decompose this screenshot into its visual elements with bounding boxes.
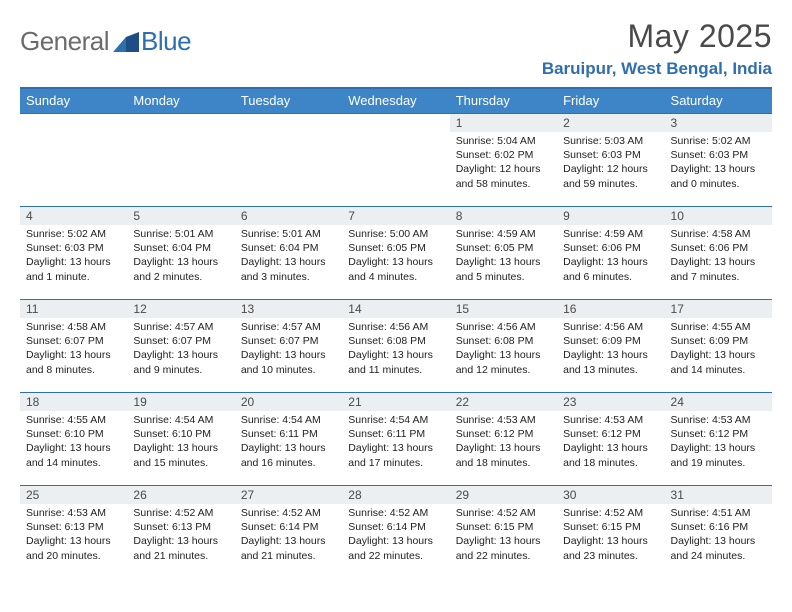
day-number: 10 bbox=[665, 206, 772, 225]
day-detail: Sunrise: 5:00 AMSunset: 6:05 PMDaylight:… bbox=[342, 225, 449, 288]
day-detail: Sunrise: 4:59 AMSunset: 6:06 PMDaylight:… bbox=[557, 225, 664, 288]
day-number: 3 bbox=[665, 113, 772, 132]
day-number: 22 bbox=[450, 392, 557, 411]
brand-part1: General bbox=[20, 26, 109, 57]
day-detail: Sunrise: 4:52 AMSunset: 6:15 PMDaylight:… bbox=[450, 504, 557, 567]
location-label: Baruipur, West Bengal, India bbox=[542, 59, 772, 79]
day-detail: Sunrise: 5:03 AMSunset: 6:03 PMDaylight:… bbox=[557, 132, 664, 195]
day-detail: Sunrise: 4:54 AMSunset: 6:10 PMDaylight:… bbox=[127, 411, 234, 474]
day-number: 31 bbox=[665, 485, 772, 504]
day-detail: Sunrise: 5:01 AMSunset: 6:04 PMDaylight:… bbox=[235, 225, 342, 288]
brand-logo: General Blue bbox=[20, 18, 191, 57]
day-number: 12 bbox=[127, 299, 234, 318]
day-number: 29 bbox=[450, 485, 557, 504]
day-number: 5 bbox=[127, 206, 234, 225]
day-detail: Sunrise: 4:51 AMSunset: 6:16 PMDaylight:… bbox=[665, 504, 772, 567]
brand-mark-icon bbox=[113, 32, 139, 52]
day-detail: Sunrise: 4:54 AMSunset: 6:11 PMDaylight:… bbox=[342, 411, 449, 474]
calendar-header: SundayMondayTuesdayWednesdayThursdayFrid… bbox=[20, 88, 772, 113]
day-number: 23 bbox=[557, 392, 664, 411]
day-number: 25 bbox=[20, 485, 127, 504]
day-number: 21 bbox=[342, 392, 449, 411]
day-number bbox=[127, 113, 234, 132]
day-number: 18 bbox=[20, 392, 127, 411]
weekday-header: Wednesday bbox=[342, 88, 449, 113]
day-detail bbox=[235, 132, 342, 138]
day-number: 6 bbox=[235, 206, 342, 225]
weekday-header: Tuesday bbox=[235, 88, 342, 113]
day-number: 16 bbox=[557, 299, 664, 318]
day-number: 4 bbox=[20, 206, 127, 225]
day-detail: Sunrise: 4:55 AMSunset: 6:09 PMDaylight:… bbox=[665, 318, 772, 381]
calendar-table: SundayMondayTuesdayWednesdayThursdayFrid… bbox=[20, 87, 772, 578]
day-number: 14 bbox=[342, 299, 449, 318]
day-detail: Sunrise: 5:02 AMSunset: 6:03 PMDaylight:… bbox=[665, 132, 772, 195]
day-detail: Sunrise: 4:56 AMSunset: 6:09 PMDaylight:… bbox=[557, 318, 664, 381]
day-number: 8 bbox=[450, 206, 557, 225]
day-number bbox=[342, 113, 449, 132]
page: General Blue May 2025 Baruipur, West Ben… bbox=[0, 0, 792, 612]
day-detail: Sunrise: 4:52 AMSunset: 6:14 PMDaylight:… bbox=[342, 504, 449, 567]
day-detail: Sunrise: 4:53 AMSunset: 6:12 PMDaylight:… bbox=[557, 411, 664, 474]
day-detail: Sunrise: 4:52 AMSunset: 6:13 PMDaylight:… bbox=[127, 504, 234, 567]
day-number: 7 bbox=[342, 206, 449, 225]
day-number: 15 bbox=[450, 299, 557, 318]
day-detail bbox=[342, 132, 449, 138]
header-bar: General Blue May 2025 Baruipur, West Ben… bbox=[20, 18, 772, 79]
day-detail: Sunrise: 4:59 AMSunset: 6:05 PMDaylight:… bbox=[450, 225, 557, 288]
day-number: 28 bbox=[342, 485, 449, 504]
day-detail: Sunrise: 5:02 AMSunset: 6:03 PMDaylight:… bbox=[20, 225, 127, 288]
weekday-header: Thursday bbox=[450, 88, 557, 113]
day-number: 20 bbox=[235, 392, 342, 411]
day-detail: Sunrise: 4:55 AMSunset: 6:10 PMDaylight:… bbox=[20, 411, 127, 474]
day-detail: Sunrise: 4:52 AMSunset: 6:15 PMDaylight:… bbox=[557, 504, 664, 567]
day-detail: Sunrise: 4:53 AMSunset: 6:13 PMDaylight:… bbox=[20, 504, 127, 567]
day-number: 24 bbox=[665, 392, 772, 411]
calendar-body: 123Sunrise: 5:04 AMSunset: 6:02 PMDaylig… bbox=[20, 113, 772, 578]
day-number: 11 bbox=[20, 299, 127, 318]
day-number: 30 bbox=[557, 485, 664, 504]
day-detail: Sunrise: 4:53 AMSunset: 6:12 PMDaylight:… bbox=[665, 411, 772, 474]
day-detail: Sunrise: 4:57 AMSunset: 6:07 PMDaylight:… bbox=[235, 318, 342, 381]
day-number: 27 bbox=[235, 485, 342, 504]
day-detail: Sunrise: 4:58 AMSunset: 6:06 PMDaylight:… bbox=[665, 225, 772, 288]
day-detail: Sunrise: 4:52 AMSunset: 6:14 PMDaylight:… bbox=[235, 504, 342, 567]
day-number: 19 bbox=[127, 392, 234, 411]
day-detail: Sunrise: 4:54 AMSunset: 6:11 PMDaylight:… bbox=[235, 411, 342, 474]
page-title: May 2025 bbox=[542, 18, 772, 55]
day-number: 1 bbox=[450, 113, 557, 132]
day-number bbox=[20, 113, 127, 132]
weekday-header: Sunday bbox=[20, 88, 127, 113]
day-detail: Sunrise: 4:56 AMSunset: 6:08 PMDaylight:… bbox=[342, 318, 449, 381]
day-number: 17 bbox=[665, 299, 772, 318]
day-number: 13 bbox=[235, 299, 342, 318]
day-number: 26 bbox=[127, 485, 234, 504]
day-detail bbox=[127, 132, 234, 138]
day-detail bbox=[20, 132, 127, 138]
weekday-header: Saturday bbox=[665, 88, 772, 113]
weekday-header: Friday bbox=[557, 88, 664, 113]
title-block: May 2025 Baruipur, West Bengal, India bbox=[542, 18, 772, 79]
day-detail: Sunrise: 5:04 AMSunset: 6:02 PMDaylight:… bbox=[450, 132, 557, 195]
day-detail: Sunrise: 4:57 AMSunset: 6:07 PMDaylight:… bbox=[127, 318, 234, 381]
day-number: 9 bbox=[557, 206, 664, 225]
day-detail: Sunrise: 5:01 AMSunset: 6:04 PMDaylight:… bbox=[127, 225, 234, 288]
brand-part2: Blue bbox=[141, 26, 191, 57]
day-detail: Sunrise: 4:56 AMSunset: 6:08 PMDaylight:… bbox=[450, 318, 557, 381]
day-number bbox=[235, 113, 342, 132]
day-number: 2 bbox=[557, 113, 664, 132]
day-detail: Sunrise: 4:58 AMSunset: 6:07 PMDaylight:… bbox=[20, 318, 127, 381]
day-detail: Sunrise: 4:53 AMSunset: 6:12 PMDaylight:… bbox=[450, 411, 557, 474]
weekday-header: Monday bbox=[127, 88, 234, 113]
